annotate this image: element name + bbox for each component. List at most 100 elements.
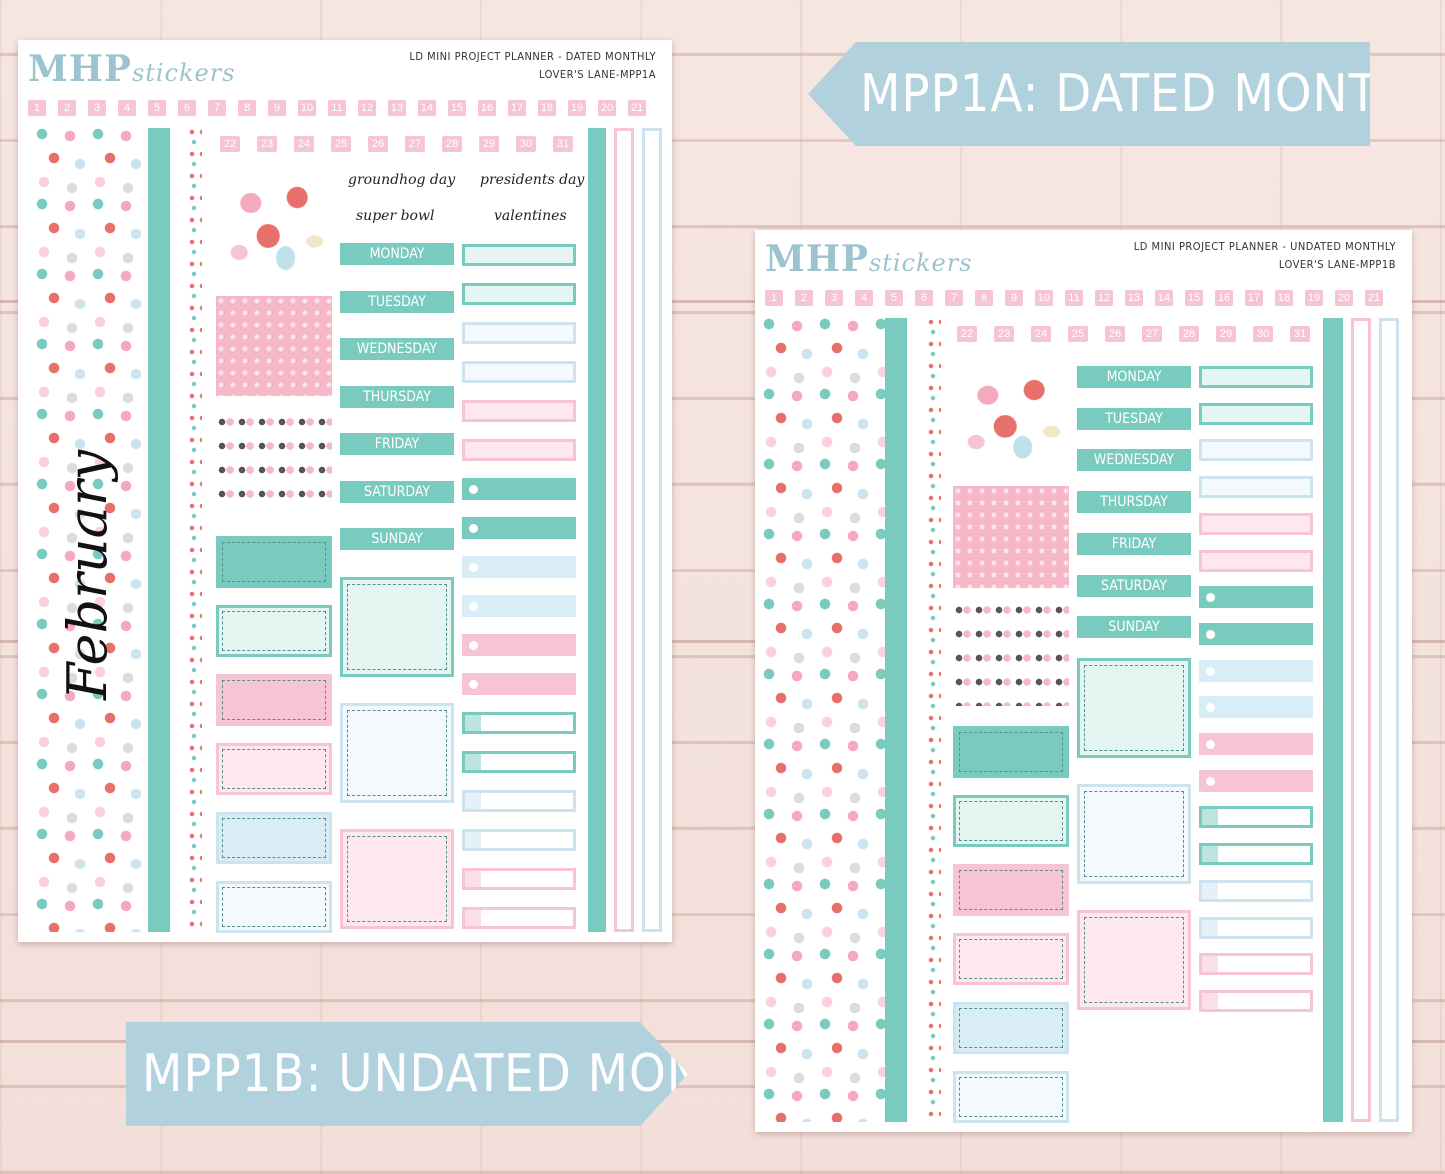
full-box-sticker bbox=[1077, 910, 1191, 1010]
day-number-sticker: 26 bbox=[368, 136, 388, 152]
day-number-sticker: 31 bbox=[553, 136, 573, 152]
checklist-bar-sticker bbox=[462, 400, 576, 422]
checklist-bar-sticker bbox=[1199, 622, 1313, 645]
flag-box-sticker bbox=[953, 1071, 1069, 1123]
weekday-header: SUNDAY bbox=[340, 528, 454, 550]
script-holiday: super bowl bbox=[356, 208, 435, 224]
circle-dot bbox=[469, 602, 478, 611]
undated-monthly-text: MPP1B: UNDATED MONTHLY bbox=[142, 1044, 819, 1104]
icon-sticker-sheet bbox=[216, 414, 332, 514]
square-check bbox=[1202, 846, 1218, 863]
weekday-header: WEDNESDAY bbox=[340, 338, 454, 360]
dashed-border bbox=[1084, 791, 1184, 877]
day-number-sticker: 15 bbox=[1185, 290, 1203, 306]
day-number-sticker: 9 bbox=[268, 100, 286, 116]
weekday-header: MONDAY bbox=[340, 243, 454, 265]
day-number-sticker: 16 bbox=[478, 100, 496, 116]
day-number-sticker: 8 bbox=[238, 100, 256, 116]
dashed-border bbox=[347, 710, 447, 796]
day-number-sticker: 3 bbox=[88, 100, 106, 116]
flag-box-sticker bbox=[953, 864, 1069, 916]
weekday-header: FRIDAY bbox=[340, 433, 454, 455]
weekday-header: SATURDAY bbox=[1077, 574, 1191, 597]
day-number-sticker: 10 bbox=[298, 100, 316, 116]
day-number-sticker: 27 bbox=[405, 136, 425, 152]
circle-dot bbox=[1206, 740, 1215, 749]
weekday-header: MONDAY bbox=[1077, 366, 1191, 388]
checklist-bar-sticker bbox=[462, 439, 576, 461]
day-number-sticker: 8 bbox=[975, 290, 993, 306]
day-number-sticker: 23 bbox=[994, 326, 1014, 342]
heart-pattern-sticker bbox=[953, 486, 1069, 588]
logo-stickers: stickers bbox=[868, 249, 973, 277]
full-box-sticker bbox=[340, 703, 454, 803]
square-check bbox=[465, 754, 481, 770]
dashed-border bbox=[959, 1077, 1063, 1117]
checklist-bar-sticker bbox=[462, 283, 576, 305]
day-number-sticker: 11 bbox=[1065, 290, 1083, 306]
sheet-title: LD MINI PROJECT PLANNER - DATED MONTHLY bbox=[409, 50, 656, 63]
floral-sticker bbox=[216, 170, 332, 280]
circle-dot bbox=[1206, 666, 1215, 676]
teal-vertical-strip bbox=[588, 128, 606, 932]
checklist-bar-sticker bbox=[1199, 659, 1313, 682]
dated-monthly-label: MPP1A: DATED MONTHLY bbox=[808, 42, 1370, 146]
checklist-bar-sticker bbox=[462, 478, 576, 500]
dashed-border bbox=[959, 1008, 1063, 1048]
weekday-header: THURSDAY bbox=[340, 385, 454, 408]
day-number-sticker: 24 bbox=[294, 136, 314, 152]
circle-dot bbox=[469, 641, 478, 650]
dashed-border bbox=[1084, 917, 1184, 1003]
dated-monthly-text: MPP1A: DATED MONTHLY bbox=[860, 64, 1445, 124]
blue-vertical-strip bbox=[642, 128, 662, 932]
day-number-sticker: 16 bbox=[1215, 290, 1233, 306]
day-number-sticker: 6 bbox=[915, 290, 933, 306]
circle-dot bbox=[1206, 776, 1215, 786]
day-number-sticker: 7 bbox=[945, 290, 963, 306]
day-number-sticker: 9 bbox=[1005, 290, 1023, 306]
square-check bbox=[1202, 882, 1218, 899]
day-number-sticker: 25 bbox=[1068, 326, 1088, 342]
day-number-sticker: 20 bbox=[1335, 290, 1353, 306]
checklist-bar-sticker bbox=[1199, 733, 1313, 755]
dashed-border bbox=[959, 801, 1063, 841]
day-number-sticker: 18 bbox=[1275, 290, 1293, 306]
flag-box-sticker bbox=[953, 933, 1069, 985]
heart-pattern-sticker bbox=[216, 296, 332, 396]
weekday-header: THURSDAY bbox=[1077, 491, 1191, 514]
tiny-heart-strip bbox=[927, 318, 941, 1122]
checklist-bar-sticker bbox=[462, 634, 576, 656]
checklist-bar-sticker bbox=[1199, 402, 1313, 425]
square-check bbox=[465, 832, 481, 848]
day-number-sticker: 6 bbox=[178, 100, 196, 116]
sticker-sheet-dated: MHPstickers LD MINI PROJECT PLANNER - DA… bbox=[18, 40, 672, 942]
day-number-sticker: 4 bbox=[855, 290, 873, 306]
day-number-sticker: 25 bbox=[331, 136, 351, 152]
checklist-bar-sticker bbox=[462, 751, 576, 773]
day-number-sticker: 29 bbox=[479, 136, 499, 152]
script-holiday: groundhog day bbox=[348, 172, 456, 188]
weekday-header: SUNDAY bbox=[1077, 616, 1191, 639]
dashed-border bbox=[959, 870, 1063, 910]
floral-sticker bbox=[953, 364, 1069, 468]
dashed-border bbox=[347, 584, 447, 670]
undated-monthly-label: MPP1B: UNDATED MONTHLY bbox=[126, 1022, 688, 1126]
logo-mhp: MHP bbox=[28, 48, 132, 90]
dashed-border bbox=[959, 732, 1063, 772]
flag-box-sticker bbox=[216, 674, 332, 726]
brand-logo: MHPstickers bbox=[765, 238, 973, 280]
flag-box-sticker bbox=[216, 881, 332, 933]
dashed-border bbox=[222, 887, 326, 927]
circle-dot bbox=[469, 680, 478, 689]
square-check bbox=[465, 793, 481, 809]
circle-dot bbox=[1206, 703, 1215, 713]
dashed-border bbox=[959, 939, 1063, 979]
weekday-header: SATURDAY bbox=[340, 480, 454, 503]
dashed-border bbox=[1084, 665, 1184, 751]
teal-washi-strip bbox=[885, 318, 907, 1122]
circle-dot bbox=[1206, 629, 1215, 639]
checklist-bar-sticker bbox=[462, 322, 576, 344]
checklist-bar-sticker bbox=[462, 907, 576, 929]
script-holiday: presidents day bbox=[480, 172, 585, 188]
day-number-sticker: 22 bbox=[220, 136, 240, 152]
